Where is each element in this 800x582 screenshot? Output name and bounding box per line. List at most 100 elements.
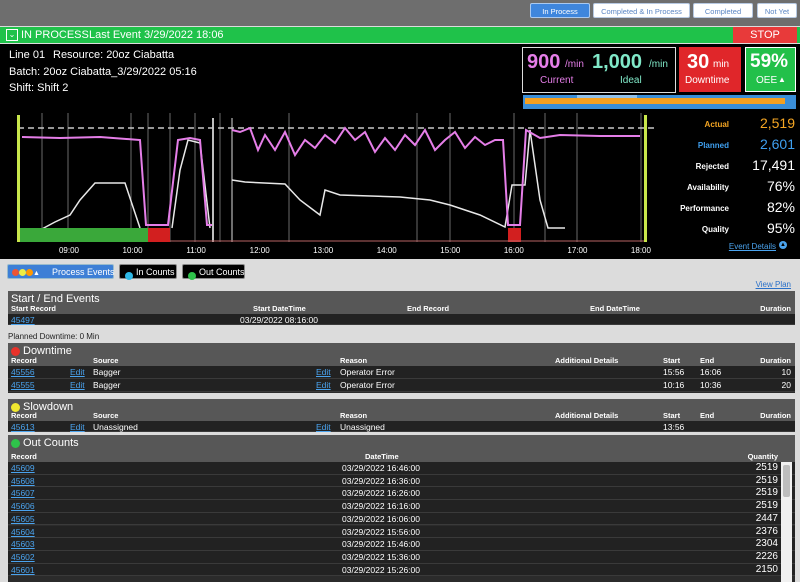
- edit-link[interactable]: Edit: [316, 380, 331, 390]
- quantity: 2226: [755, 550, 778, 562]
- reason: Operator Error: [340, 380, 395, 390]
- stat-label: Rejected: [695, 162, 729, 171]
- planned-downtime: Planned Downtime: 0 Min: [8, 332, 100, 341]
- edit-link[interactable]: Edit: [316, 367, 331, 377]
- datetime: 03/29/2022 16:36:00: [342, 475, 420, 486]
- reason: Operator Error: [340, 367, 395, 377]
- column-header: Start Record: [11, 304, 57, 313]
- quantity: 2519: [755, 474, 778, 486]
- record-link[interactable]: 45497: [11, 315, 35, 325]
- record-link[interactable]: 45607: [11, 488, 35, 499]
- stat-value: 2,601: [759, 136, 795, 152]
- record-link[interactable]: 45603: [11, 539, 35, 550]
- downtime-box: [679, 47, 741, 92]
- table-row: [8, 538, 795, 551]
- column-header: Record: [11, 356, 37, 365]
- duration: 10: [781, 367, 791, 377]
- column-header: Source: [93, 356, 119, 365]
- time-label: 09:00: [59, 246, 80, 255]
- record-link[interactable]: 45601: [11, 564, 35, 575]
- status-state: IN PROCESS: [21, 29, 89, 41]
- record-link[interactable]: 45606: [11, 501, 35, 512]
- section-icon: [11, 403, 20, 412]
- table-row: [8, 500, 795, 513]
- edit-link[interactable]: Edit: [70, 367, 85, 377]
- progress-marker: [577, 95, 637, 98]
- event-details-icon: ▲: [779, 241, 787, 249]
- downtime-label: Downtime: [685, 75, 730, 86]
- stat-value: 76%: [766, 178, 795, 194]
- status-bar: ⌄ IN PROCESS Last Event 3/29/2022 18:06: [0, 27, 800, 43]
- resource: Resource: 20oz Ciabatta: [53, 49, 175, 61]
- datetime: 03/29/2022 15:56:00: [342, 526, 420, 537]
- record-link[interactable]: 45556: [11, 367, 35, 377]
- ideal-rate: 1,000: [592, 51, 643, 73]
- stat-label: Performance: [680, 204, 729, 213]
- record-link[interactable]: 45555: [11, 380, 35, 390]
- view-plan-link[interactable]: View Plan: [755, 280, 791, 289]
- tab-process-events[interactable]: ▲ Process Events: [7, 264, 115, 279]
- downtime-segment: [148, 228, 170, 242]
- column-header: Record: [11, 411, 37, 420]
- start-time: 10:16: [663, 380, 685, 390]
- stat-label: Quality: [701, 225, 729, 234]
- section-header: [8, 291, 795, 314]
- datetime: 03/29/2022 08:16:00: [240, 315, 318, 325]
- quantity: 2150: [755, 563, 778, 575]
- section-icon: [11, 439, 20, 448]
- table-row: [8, 462, 795, 475]
- shift: Shift: Shift 2: [9, 82, 69, 94]
- tab-out-counts[interactable]: Out Counts: [182, 264, 245, 280]
- section-title: Downtime: [23, 345, 72, 357]
- record-link[interactable]: 45605: [11, 513, 35, 524]
- quantity: 2519: [755, 500, 778, 512]
- time-label: 14:00: [377, 246, 398, 255]
- progress-bar: [525, 98, 785, 104]
- edit-link[interactable]: Edit: [316, 422, 331, 432]
- datetime: 03/29/2022 16:06:00: [342, 513, 420, 524]
- downtime-unit: min: [713, 59, 730, 70]
- column-header: Start: [663, 411, 681, 420]
- collapse-toggle[interactable]: ⌄: [6, 29, 18, 41]
- reason: Unassigned: [340, 422, 385, 432]
- batch: Batch: 20oz Ciabatta_3/29/2022 05:16: [9, 66, 197, 78]
- table-row: [8, 563, 795, 577]
- ideal-label: Ideal: [620, 75, 642, 86]
- stop-button[interactable]: STOP: [733, 27, 797, 43]
- source: Bagger: [93, 380, 121, 390]
- toolbar-button[interactable]: In Process: [530, 3, 590, 18]
- datetime: 03/29/2022 16:16:00: [342, 501, 420, 512]
- quantity: 2447: [755, 512, 778, 524]
- table-row: [8, 487, 795, 501]
- time-label: 16:00: [504, 246, 525, 255]
- record-link[interactable]: 45608: [11, 475, 35, 486]
- tab-in-counts[interactable]: In Counts: [119, 264, 177, 280]
- source: Unassigned: [93, 422, 138, 432]
- record-link[interactable]: 45602: [11, 551, 35, 562]
- time-label: 13:00: [313, 246, 334, 255]
- toolbar-button[interactable]: Not Yet: [757, 3, 797, 18]
- quantity: 2304: [755, 538, 778, 550]
- section-header: [8, 435, 795, 462]
- edit-link[interactable]: Edit: [70, 422, 85, 432]
- datetime: 03/29/2022 16:46:00: [342, 463, 420, 473]
- column-header: Source: [93, 411, 119, 420]
- event-details-link[interactable]: Event Details: [728, 242, 776, 251]
- time-label: 15:00: [440, 246, 461, 255]
- dashboard-panel: [0, 44, 800, 259]
- column-header: Quantity: [747, 452, 778, 461]
- record-link[interactable]: 45604: [11, 526, 35, 537]
- datetime: 03/29/2022 15:26:00: [342, 564, 420, 575]
- stat-value: 2,519: [759, 115, 795, 131]
- toolbar-button[interactable]: Completed & In Process: [593, 3, 690, 18]
- scrollbar-thumb: [783, 465, 790, 497]
- section-header: [8, 399, 795, 421]
- toolbar-button[interactable]: Completed: [693, 3, 753, 18]
- end-time: 16:06: [700, 367, 722, 377]
- column-header: Record: [11, 452, 37, 461]
- record-link[interactable]: 45609: [11, 463, 35, 473]
- time-label: 18:00: [631, 246, 652, 255]
- record-link[interactable]: 45613: [11, 422, 35, 432]
- edit-link[interactable]: Edit: [70, 380, 85, 390]
